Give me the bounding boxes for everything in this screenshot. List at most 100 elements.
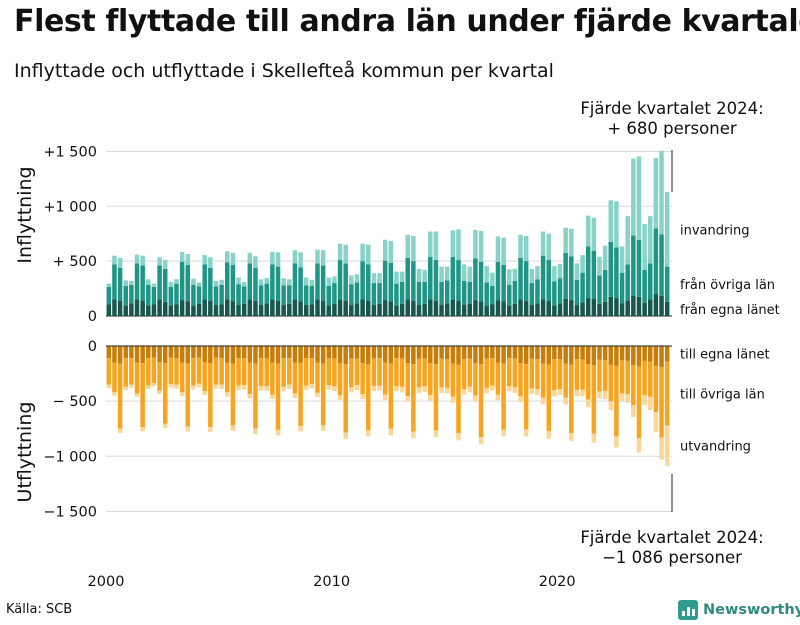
out-bar — [225, 362, 230, 393]
in-bar — [614, 247, 619, 298]
out-bar — [659, 437, 664, 460]
in-series-label: från egna länet — [680, 303, 780, 318]
out-bar — [664, 346, 670, 362]
in-bar — [343, 244, 348, 264]
out-bar — [202, 361, 207, 392]
out-bar — [659, 346, 664, 367]
out-bar — [366, 346, 371, 365]
out-bar — [416, 346, 422, 359]
out-bar — [112, 392, 117, 396]
out-bar — [185, 346, 191, 364]
in-bar — [461, 264, 467, 281]
out-bar — [264, 346, 269, 359]
out-bar — [151, 382, 157, 387]
out-bar — [287, 346, 292, 359]
in-bar — [411, 261, 416, 301]
out-bar — [591, 365, 597, 434]
out-bar — [309, 358, 315, 385]
out-bar — [461, 359, 467, 390]
in-bar — [320, 250, 326, 266]
in-bar — [151, 283, 157, 287]
in-bar — [507, 305, 512, 316]
in-bar — [146, 284, 151, 306]
in-bar — [422, 281, 427, 304]
out-bar — [405, 396, 410, 402]
out-bar — [377, 346, 382, 359]
out-bar — [444, 359, 450, 388]
in-bar — [563, 252, 568, 299]
out-bar — [478, 437, 484, 445]
in-bar — [332, 283, 337, 304]
in-bar — [433, 300, 439, 316]
in-bar — [557, 263, 563, 279]
out-bar — [642, 360, 647, 396]
out-bar — [394, 386, 399, 392]
out-bar — [320, 346, 326, 364]
out-bar — [202, 391, 207, 396]
out-bar — [241, 385, 247, 390]
in-bar — [202, 299, 207, 317]
in-bar — [394, 305, 399, 316]
out-bar — [467, 386, 473, 393]
out-bar — [140, 363, 145, 428]
out-bar — [225, 392, 230, 397]
in-bar — [287, 279, 292, 286]
out-bar — [281, 346, 286, 359]
out-bar — [236, 358, 241, 386]
in-bar — [450, 256, 456, 300]
out-bar — [580, 389, 585, 397]
in-bar — [157, 257, 162, 266]
in-bar — [292, 299, 298, 317]
in-bar — [518, 299, 523, 317]
out-bar — [191, 358, 196, 386]
in-bar — [230, 301, 236, 316]
out-bar — [354, 358, 360, 386]
in-bar — [382, 300, 388, 316]
in-bar — [191, 305, 196, 316]
gridlines — [106, 150, 672, 512]
in-bar — [422, 303, 427, 316]
in-bar — [213, 286, 219, 306]
in-bar — [648, 216, 653, 264]
out-bar — [495, 394, 501, 401]
out-bar — [535, 359, 540, 390]
in-bar — [151, 304, 157, 316]
out-bar — [151, 357, 157, 383]
in-bar — [168, 281, 174, 287]
in-y-tick: + 500 — [53, 254, 97, 270]
in-bar — [535, 266, 540, 280]
in-bar — [461, 305, 467, 316]
in-bar — [185, 301, 191, 316]
in-bar — [134, 263, 140, 300]
out-bar — [529, 358, 535, 389]
in-bar — [625, 216, 630, 265]
x-tick: 2020 — [539, 574, 576, 590]
out-bar — [230, 346, 236, 364]
in-bar — [456, 300, 461, 316]
in-bar — [219, 279, 224, 285]
in-bar — [608, 200, 614, 242]
in-bar — [117, 267, 123, 301]
in-bar — [253, 300, 258, 316]
out-bar — [653, 365, 659, 413]
out-bar — [625, 393, 630, 403]
out-bar — [518, 396, 523, 403]
in-bar — [569, 300, 574, 316]
out-bar — [349, 387, 354, 393]
in-bar — [337, 243, 343, 261]
out-bar — [146, 346, 151, 359]
out-bar — [399, 346, 405, 359]
in-bar — [631, 158, 636, 236]
out-bar — [174, 358, 179, 385]
out-bar — [653, 412, 659, 433]
out-bar — [585, 399, 591, 408]
in-bar — [439, 266, 444, 282]
out-bar — [360, 346, 365, 364]
in-bar — [326, 285, 332, 306]
in-bar — [275, 300, 281, 316]
in-bar — [179, 261, 185, 301]
out-bar — [619, 360, 625, 394]
out-bar — [146, 385, 151, 390]
in-bar — [349, 275, 354, 285]
in-bar — [377, 303, 382, 316]
